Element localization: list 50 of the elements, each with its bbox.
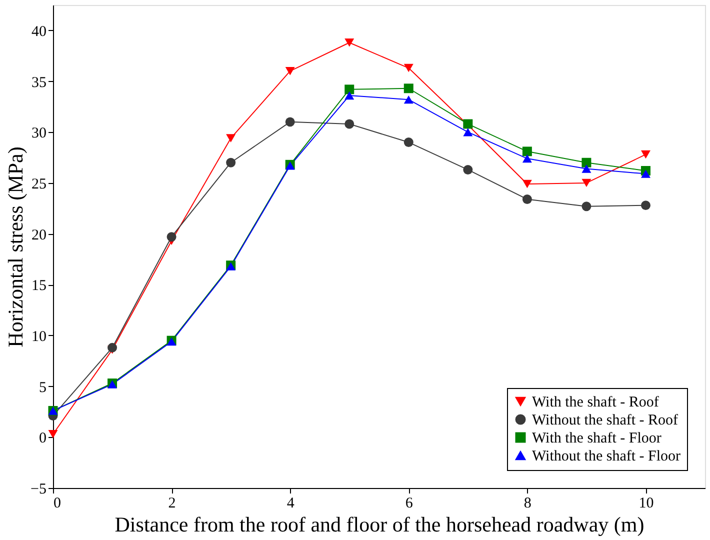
point	[640, 150, 650, 159]
y-tick-label: −5	[30, 482, 46, 498]
point	[582, 178, 592, 188]
y-tick-label: 25	[32, 176, 46, 192]
y-tick-label: 35	[32, 74, 46, 91]
point	[463, 164, 473, 174]
point	[166, 232, 176, 242]
point	[640, 200, 650, 210]
point	[344, 84, 354, 94]
point	[344, 119, 354, 129]
point	[48, 430, 58, 438]
point	[404, 84, 414, 94]
point	[582, 158, 592, 168]
point	[463, 128, 473, 136]
x-tick-label: 0	[54, 496, 61, 512]
point	[404, 64, 414, 72]
legend-label: With the shaft - Floor	[532, 430, 662, 446]
legend-label: Without the shaft - Floor	[532, 448, 681, 464]
point	[226, 134, 236, 142]
y-tick-label: 10	[32, 328, 46, 345]
point	[285, 66, 295, 76]
point	[522, 146, 532, 156]
point	[522, 194, 532, 204]
point	[582, 164, 592, 173]
point	[226, 158, 236, 168]
y-tick-label: 20	[32, 227, 46, 244]
x-tick-label: 10	[638, 496, 654, 512]
point	[344, 38, 354, 47]
point	[344, 91, 354, 100]
y-axis-title: Horizontal stress (MPa)	[4, 146, 28, 348]
point	[640, 170, 650, 178]
y-tick-label: 15	[32, 278, 46, 294]
x-tick-label: 4	[286, 496, 295, 512]
point	[582, 202, 592, 212]
x-tick-label: 2	[168, 496, 176, 512]
point	[404, 138, 414, 148]
legend-label: Without the shaft - Roof	[532, 412, 678, 428]
y-tick-label: 30	[32, 126, 46, 142]
y-tick-label: 40	[32, 24, 46, 40]
point	[522, 154, 532, 163]
point	[522, 180, 532, 188]
y-tick-label: 5	[39, 380, 46, 396]
point	[108, 342, 118, 352]
legend-label: With the shaft - Roof	[532, 394, 659, 410]
y-tick-label: 0	[39, 430, 46, 447]
x-axis-title: Distance from the roof and floor of the horsehead roadway (m)	[114, 512, 644, 536]
x-tick-label: 8	[524, 496, 532, 512]
x-tick-label: 6	[405, 496, 414, 512]
point	[285, 117, 295, 127]
point	[404, 95, 414, 104]
